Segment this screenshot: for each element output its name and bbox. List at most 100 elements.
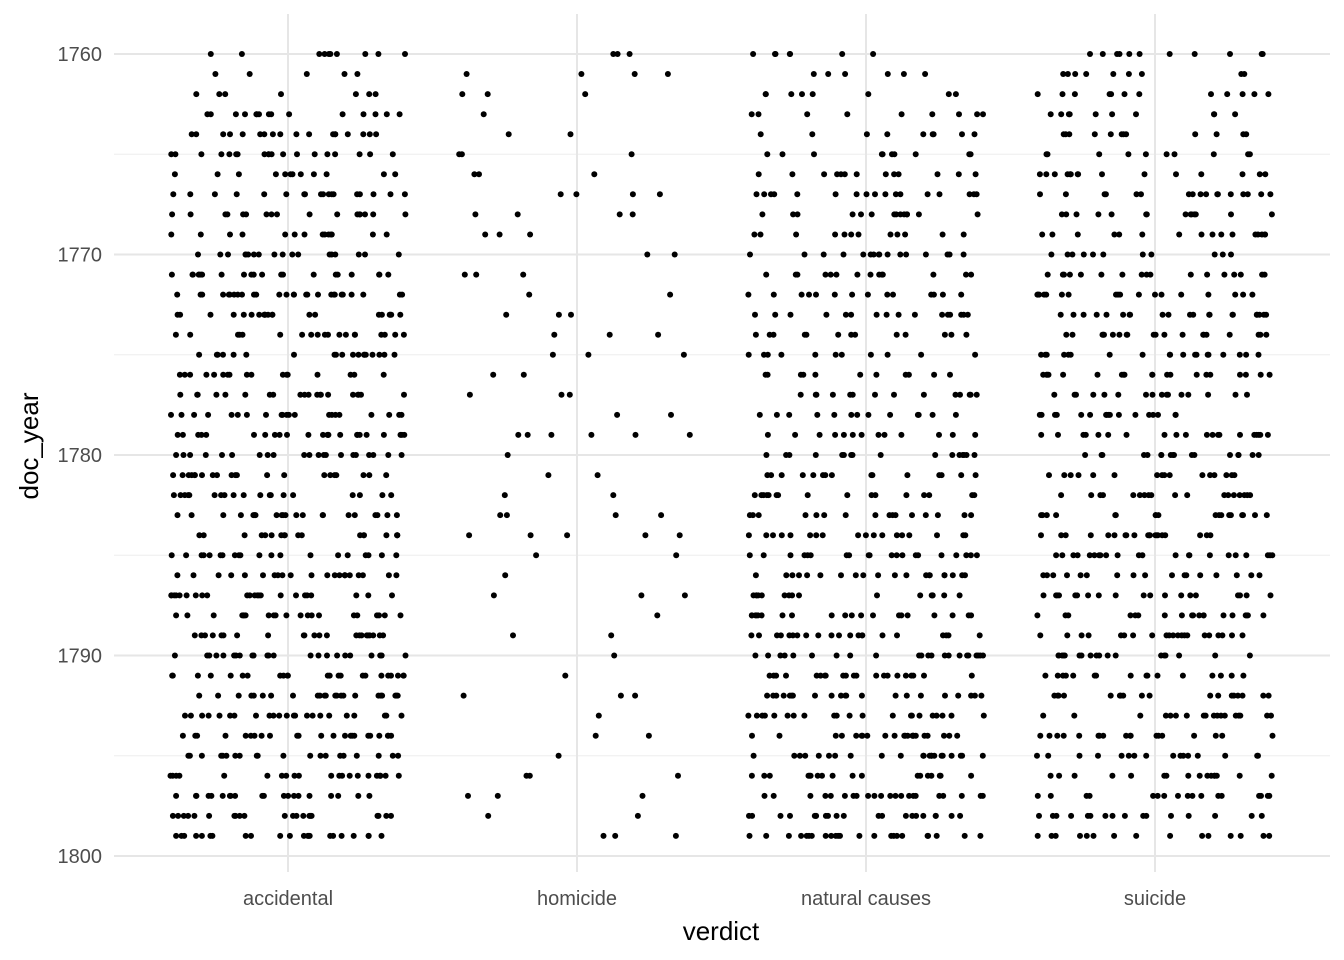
data-point [755,111,762,118]
data-point [1265,91,1272,98]
data-point [354,612,361,619]
data-point [928,772,935,779]
data-point [180,452,187,458]
data-point [1231,472,1238,479]
data-point [849,291,856,298]
data-point [303,71,310,77]
y-tick-label: 1800 [58,846,103,868]
data-point [209,632,216,639]
data-point [964,311,971,318]
data-point [337,431,344,438]
data-point [239,331,246,338]
data-point [1127,672,1134,679]
data-point [833,271,840,278]
data-point [277,832,284,839]
data-point [802,752,809,759]
y-tick-label: 1780 [58,445,103,467]
data-point [968,512,975,519]
data-point [289,251,296,258]
data-point [832,431,839,438]
data-point [1078,632,1085,639]
data-point [316,632,323,639]
data-point [171,171,178,178]
data-point [1240,191,1247,198]
data-point [958,472,965,479]
data-point [219,452,225,458]
data-point [827,792,834,799]
data-point [1215,692,1222,699]
data-point [1058,291,1065,298]
data-point [178,411,185,418]
data-point [213,652,220,659]
y-tick-label: 1790 [58,646,103,668]
data-point [335,672,342,679]
data-point [199,592,206,599]
data-point [263,411,269,418]
data-point [909,812,916,819]
data-point [912,151,919,158]
data-point [212,71,219,77]
data-point [749,812,756,819]
data-point [238,51,245,57]
data-point [972,351,979,358]
data-point [323,632,330,639]
data-point [190,572,197,579]
data-point [366,131,373,138]
data-point [938,552,945,559]
data-point [1112,592,1119,599]
data-point [258,732,265,739]
data-point [1143,391,1149,398]
data-point [355,572,362,579]
data-point [557,191,564,198]
data-point [799,472,806,479]
data-point [1201,632,1208,639]
data-point [760,552,767,559]
data-point [1208,91,1214,98]
data-point [284,371,291,378]
data-point [1052,411,1058,418]
data-point [210,612,217,619]
data-point [355,351,362,358]
data-point [380,632,387,639]
data-point [1051,391,1058,398]
data-point [320,431,326,438]
data-point [949,612,956,619]
data-point [308,331,315,338]
data-point [1070,311,1077,318]
data-point [960,532,967,539]
data-point [938,472,945,479]
data-point [385,452,392,458]
data-point [956,592,963,599]
data-point [752,572,759,579]
data-point [900,71,907,77]
data-point [215,572,222,579]
data-point [823,311,830,318]
data-point [1220,351,1227,358]
data-point [1120,371,1127,378]
data-point [179,431,186,438]
data-point [1227,51,1233,57]
data-point [1095,592,1102,599]
data-point [1101,331,1107,338]
data-point [897,211,904,218]
data-point [303,291,310,298]
data-point [906,792,913,799]
data-point [388,812,394,819]
data-point [218,632,225,639]
data-point [813,291,819,298]
data-point [839,51,846,57]
data-point [378,832,385,839]
data-point [278,772,285,779]
data-point [315,452,322,458]
data-point [1064,71,1071,77]
data-point [1255,452,1262,458]
data-point [548,431,555,438]
data-point [918,652,925,659]
data-point [1261,231,1268,238]
data-point [549,351,556,358]
data-point [798,832,805,839]
data-point [1147,271,1154,278]
data-point [396,111,403,118]
data-point [312,311,319,318]
data-point [966,191,973,198]
